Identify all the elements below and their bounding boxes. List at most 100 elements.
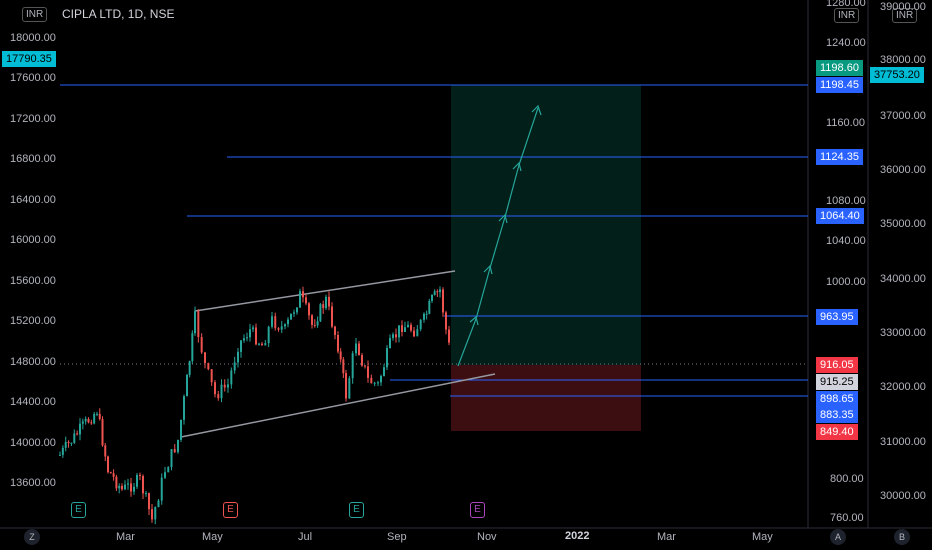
stop-zone[interactable] (451, 365, 641, 431)
candle-body (419, 319, 422, 330)
candle-body (70, 442, 73, 444)
currency-badge[interactable]: INR (22, 7, 48, 22)
candle-body (59, 454, 61, 456)
time-axis-label: Mar (116, 531, 135, 543)
earnings-event-icon[interactable]: E (71, 502, 86, 518)
right-axis-tick: 37000.00 (880, 110, 926, 122)
mid-axis-tick: 800.00 (830, 473, 864, 485)
candle-body (377, 382, 379, 384)
left-axis-tick: 14000.00 (10, 437, 56, 449)
target-zone[interactable] (451, 85, 641, 365)
candle-body (204, 352, 206, 364)
candle-body (404, 327, 406, 332)
candle-body (84, 418, 87, 422)
candle-body (325, 296, 327, 309)
candle-body (87, 418, 90, 423)
candle-body (389, 338, 391, 349)
time-axis-label: Sep (387, 531, 407, 543)
earnings-event-icon[interactable]: E (223, 502, 238, 518)
log-scale-icon[interactable]: B (894, 529, 910, 545)
candle-body (93, 413, 96, 424)
price-tag-1198-45: 1198.45 (816, 77, 863, 93)
left-axis-tick: 14800.00 (10, 356, 56, 368)
candle-body (79, 423, 81, 435)
candle-body (167, 467, 170, 473)
auto-scale-icon[interactable]: A (830, 529, 846, 545)
candle-body (255, 327, 257, 345)
candle-body (220, 384, 223, 399)
candle-body (118, 485, 121, 489)
candle-body (151, 509, 153, 520)
time-axis-label: 2022 (565, 530, 590, 542)
candle-body (200, 337, 203, 353)
channel-lower-line[interactable] (180, 373, 496, 438)
mid-currency-badge[interactable]: INR (834, 8, 860, 23)
projection-arrow[interactable] (457, 107, 539, 367)
candle-body (345, 373, 347, 399)
candle-body (305, 297, 307, 304)
channel-upper-line[interactable] (194, 270, 456, 312)
candle-body (448, 329, 450, 343)
right-axis-tick: 33000.00 (880, 327, 926, 339)
candle-body (258, 343, 260, 345)
candle-body (299, 291, 301, 308)
candle-body (264, 343, 267, 346)
candle-body (401, 325, 403, 332)
candle-body (410, 324, 412, 331)
candle-body (133, 486, 135, 492)
candle-body (121, 485, 123, 490)
price-tag-963-95: 963.95 (816, 309, 858, 325)
candle-body (98, 413, 101, 420)
candle-body (194, 311, 196, 334)
candle-body (237, 351, 239, 363)
left-axis-tick: 16400.00 (10, 194, 56, 206)
right-currency-badge[interactable]: INR (892, 8, 918, 23)
mid-axis-tick: 1080.00 (826, 195, 866, 207)
right-current-price-tag: 37753.20 (870, 67, 924, 83)
price-tag-1064-40: 1064.40 (816, 208, 864, 224)
symbol-title[interactable]: CIPLA LTD, 1D, NSE (62, 7, 175, 21)
left-axis-tick: 16000.00 (10, 234, 56, 246)
zoom-reset-icon[interactable]: Z (24, 529, 40, 545)
mid-axis-tick: 1160.00 (826, 117, 865, 129)
left-axis-tick: 17200.00 (10, 113, 56, 125)
mid-axis-tick: 1240.00 (826, 37, 866, 49)
candle-body (64, 441, 67, 448)
candle-body (436, 291, 439, 293)
earnings-event-icon[interactable]: E (349, 502, 364, 518)
candle-body (296, 307, 298, 313)
left-axis-tick: 18000.00 (10, 32, 56, 44)
price-tag-883-35: 883.35 (816, 407, 858, 423)
candle-body (277, 328, 280, 330)
candle-body (361, 355, 363, 366)
candle-body (355, 343, 357, 354)
candle-body (439, 289, 441, 293)
chart-header: INR CIPLA LTD, 1D, NSE (22, 7, 175, 22)
candle-body (81, 421, 84, 424)
candle-body (442, 289, 444, 313)
candle-body (173, 449, 176, 453)
candle-body (380, 375, 382, 383)
candle-body (197, 311, 200, 338)
earnings-event-icon[interactable]: E (470, 502, 485, 518)
candle-body (425, 313, 428, 315)
candle-body (392, 334, 394, 339)
price-tag-898-65: 898.65 (816, 391, 858, 407)
candle-body (96, 413, 98, 415)
candle-body (164, 472, 166, 478)
right-axis-tick: 31000.00 (880, 436, 926, 448)
candle-body (188, 361, 191, 375)
candle-body (334, 326, 336, 335)
right-axis-tick: 30000.00 (880, 490, 926, 502)
candle-body (170, 449, 173, 468)
mid-axis-tick: 1040.00 (826, 235, 866, 247)
candle-body (186, 374, 188, 397)
candle-body (445, 312, 447, 330)
time-axis-label: Jul (298, 531, 313, 543)
candle-body (416, 329, 419, 337)
candle-body (351, 353, 354, 379)
candle-body (73, 433, 76, 443)
candle-body (331, 306, 333, 327)
candle-body (308, 303, 310, 316)
